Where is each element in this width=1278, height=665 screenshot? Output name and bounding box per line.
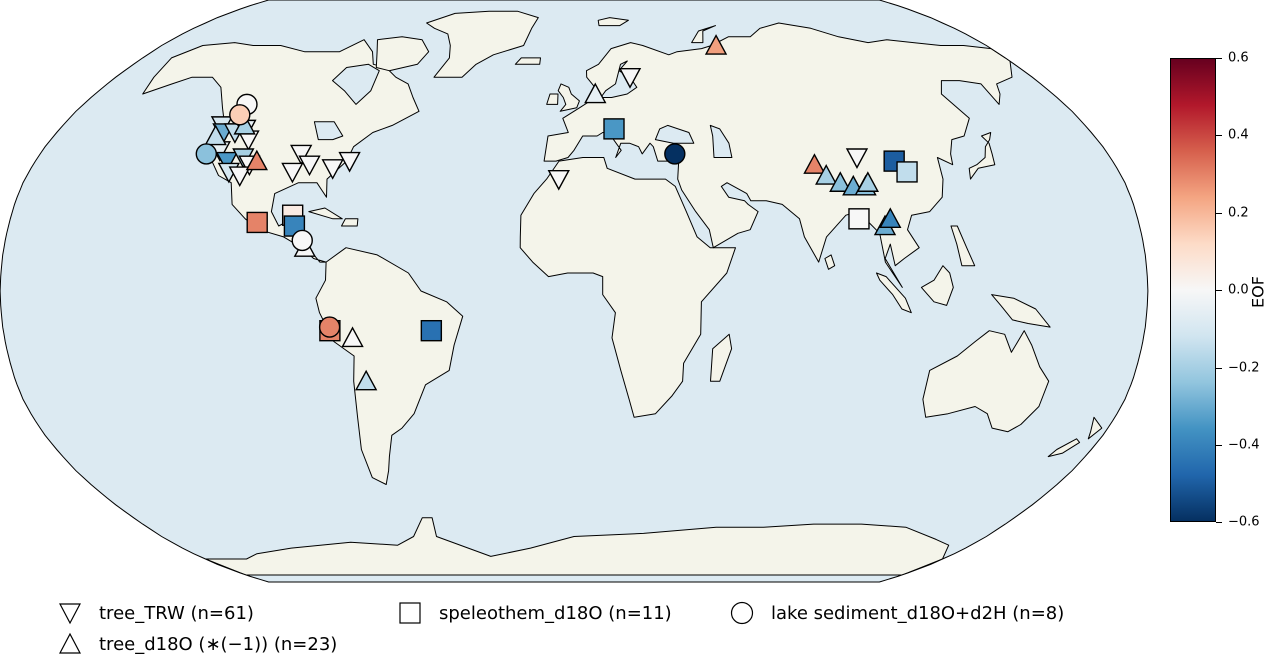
land-greenland	[426, 10, 539, 78]
colorbar-tick	[1216, 135, 1222, 136]
land-nz-south	[1047, 438, 1081, 458]
marker-tree-d18o	[584, 82, 607, 104]
marker-tree-trw	[845, 148, 869, 169]
legend: tree_TRW (n=61) speleothem_d18O (n=11) l…	[55, 598, 1155, 660]
land-borneo	[920, 265, 954, 306]
land-hispaniola	[341, 218, 359, 227]
legend-label: lake sediment_d18O+d2H (n=8)	[771, 602, 1065, 624]
marker-speleothem	[896, 161, 918, 183]
colorbar-tick-label: −0.4	[1228, 437, 1260, 453]
land-philippines	[950, 225, 976, 267]
marker-tree-d18o	[856, 171, 880, 192]
colorbar-title: EOF	[1248, 276, 1268, 308]
marker-speleothem	[848, 208, 870, 230]
land-south-america	[315, 247, 464, 485]
land-australia	[922, 330, 1050, 433]
legend-label: tree_TRW (n=61)	[99, 602, 254, 624]
land-madagascar	[710, 333, 733, 382]
colorbar-tick	[1216, 58, 1222, 59]
marker-tree-d18o	[815, 164, 838, 185]
legend-label: tree_d18O (∗(−1)) (n=23)	[99, 633, 338, 655]
land-novaya-zemlya	[691, 25, 716, 44]
proxy-markers	[195, 34, 918, 391]
water-black-sea	[654, 124, 695, 144]
colorbar: 0.6 0.4 0.2 0.0 −0.2 −0.4 −0.6	[1170, 51, 1260, 530]
marker-tree-trw	[321, 159, 344, 180]
map-boundary	[0, 0, 1149, 583]
marker-lake-sediment	[195, 143, 218, 165]
land-svalbard	[597, 17, 629, 27]
marker-speleothem	[246, 211, 268, 234]
marker-speleothem	[603, 118, 625, 140]
legend-item-tree-trw: tree_TRW (n=61)	[55, 598, 254, 628]
legend-label: speleothem_d18O (n=11)	[439, 602, 672, 624]
marker-tree-d18o	[354, 369, 378, 391]
water-hudson-bay	[332, 63, 380, 105]
marker-lake-sediment	[318, 316, 341, 338]
marker-tree-trw	[298, 155, 321, 177]
marker-tree-d18o	[204, 124, 227, 146]
ocean-background	[0, 0, 1148, 582]
colorbar-tick	[1216, 213, 1222, 214]
land-antarctica	[205, 517, 950, 576]
marker-lake-sediment	[229, 104, 251, 126]
down-triangle-icon	[59, 603, 81, 625]
colorbar-tick	[1216, 290, 1222, 291]
land-new-guinea	[991, 294, 1051, 328]
land-sumatra	[876, 272, 912, 314]
land-nz-north	[1087, 416, 1103, 440]
marker-tree-d18o	[245, 149, 268, 171]
up-triangle-icon	[59, 632, 81, 654]
land-iceland	[514, 57, 541, 65]
marker-tree-d18o	[879, 207, 902, 229]
square-icon	[399, 602, 421, 624]
marker-speleothem	[420, 319, 443, 342]
colorbar-tick-label: 0.4	[1228, 127, 1249, 143]
marker-lake-sediment	[664, 143, 686, 165]
marker-tree-trw	[338, 151, 361, 173]
marker-tree-trw	[281, 162, 304, 184]
legend-item-lake: lake sediment_d18O+d2H (n=8)	[727, 598, 1064, 628]
marker-tree-d18o	[704, 34, 728, 55]
marker-tree-trw	[547, 169, 570, 191]
colorbar-tick-label: −0.6	[1228, 514, 1260, 530]
water-baltic	[600, 60, 638, 98]
land-uk	[557, 83, 580, 112]
marker-lake-sediment	[291, 229, 313, 252]
water-great-lakes	[313, 121, 344, 141]
land-japan	[968, 132, 996, 180]
legend-item-tree-d18o: tree_d18O (∗(−1)) (n=23)	[55, 629, 337, 659]
colorbar-gradient	[1170, 58, 1216, 522]
marker-tree-d18o	[341, 326, 364, 348]
colorbar-tick-label: −0.2	[1228, 360, 1260, 376]
land-sri-lanka	[824, 254, 836, 270]
land-baffin	[375, 36, 430, 72]
marker-tree-trw	[228, 166, 251, 188]
land-ireland	[546, 93, 559, 105]
colorbar-tick-label: 0.6	[1228, 50, 1249, 66]
circle-icon	[730, 601, 754, 625]
marker-tree-trw	[290, 144, 313, 166]
marker-tree-trw	[618, 68, 642, 89]
land-cuba	[308, 207, 343, 220]
colorbar-tick	[1216, 445, 1222, 446]
legend-item-speleothem: speleothem_d18O (n=11)	[395, 598, 672, 628]
marker-tree-d18o	[803, 153, 826, 174]
colorbar-tick-label: 0.0	[1228, 282, 1249, 298]
marker-tree-d18o	[829, 171, 852, 192]
colorbar-tick	[1216, 522, 1222, 523]
water-caspian	[709, 124, 733, 158]
colorbar-tick	[1216, 368, 1222, 369]
marker-tree-trw	[215, 151, 239, 173]
land-africa	[519, 157, 736, 418]
colorbar-tick-label: 0.2	[1228, 205, 1249, 221]
